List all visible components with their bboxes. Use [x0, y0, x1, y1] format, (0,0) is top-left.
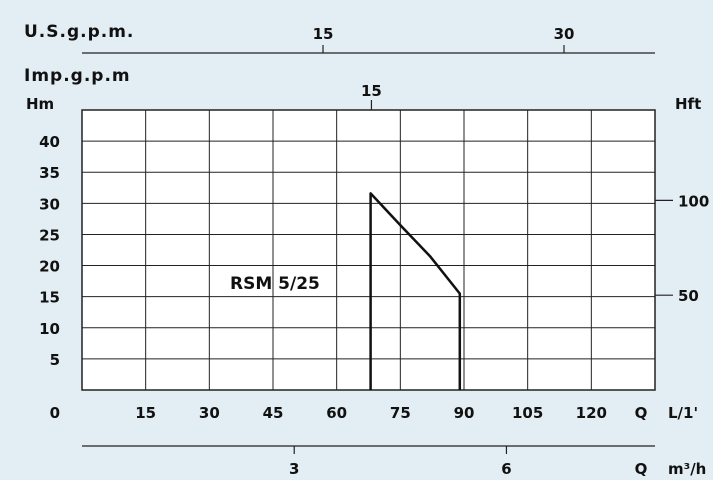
us-gpm-label: U.S.g.p.m. [24, 22, 134, 42]
x-tick-label: 75 [390, 404, 411, 422]
y-left-unit-label: Hm [26, 95, 54, 113]
top-axis-imp-tick-label: 15 [361, 82, 382, 100]
y-left-tick-label: 35 [39, 164, 60, 182]
x-tick-label: 0 [50, 404, 60, 422]
white-band-right [713, 0, 725, 486]
y-left-tick-label: 30 [39, 195, 60, 213]
x-unit-label: L/1' [668, 404, 698, 422]
top-axis-us-tick-label: 30 [554, 25, 575, 43]
y-left-tick-label: 25 [39, 226, 60, 244]
y-left-tick-label: 20 [39, 258, 60, 276]
m3h-unit-label: m³/h [668, 460, 706, 478]
x-tick-label: 60 [326, 404, 347, 422]
x-tick-label: 120 [576, 404, 607, 422]
m3h-tick-label: 6 [501, 460, 511, 478]
plot-area [82, 110, 655, 390]
x-tick-label: 90 [454, 404, 475, 422]
imp-gpm-label: Imp.g.p.m [24, 66, 131, 86]
x-tick-label: 30 [199, 404, 220, 422]
m3h-tick-label: 3 [289, 460, 299, 478]
plot-border [81, 109, 656, 391]
y-left-tick-label: 5 [50, 351, 60, 369]
y-left-tick-label: 15 [39, 289, 60, 307]
x-tick-label: 15 [135, 404, 156, 422]
curve-label: RSM 5/25 [230, 274, 320, 294]
performance-curve [369, 192, 462, 390]
y-right-unit-label: Hft [675, 95, 701, 113]
y-right-tick-label: 50 [678, 287, 699, 305]
x-end-symbol: Q [635, 404, 648, 422]
y-left-tick-label: 10 [39, 320, 60, 338]
y-left-tick-label: 40 [39, 133, 60, 151]
x-tick-label: 45 [263, 404, 284, 422]
white-band-bottom [0, 480, 725, 486]
y-right-tick-label: 100 [678, 192, 709, 210]
m3h-end-symbol: Q [635, 460, 648, 478]
top-axis-us-tick-label: 15 [313, 25, 334, 43]
x-tick-label: 105 [512, 404, 543, 422]
